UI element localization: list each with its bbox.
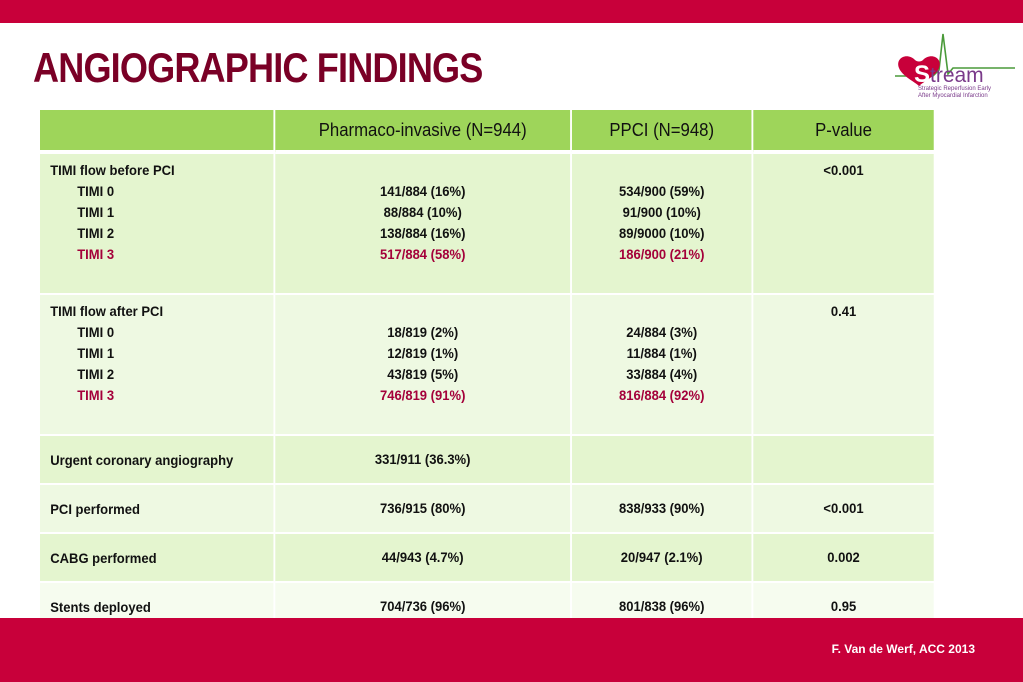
urgent-ppci xyxy=(571,435,754,485)
cabg-p-value: 0.002 xyxy=(752,533,936,583)
table-row-pci-performed: PCI performed 736/915 (80%) 838/933 (90%… xyxy=(40,484,936,534)
timi-after-label-1: TIMI 1 xyxy=(77,345,115,361)
timi-after-pi-3: 746/819 (91%) xyxy=(379,387,466,403)
timi-after-ppci-1: 11/884 (1%) xyxy=(626,345,697,361)
header-p-value: P-value xyxy=(752,110,936,154)
timi-before-ppci-2: 89/9000 (10%) xyxy=(618,225,705,241)
pci-label: PCI performed xyxy=(40,484,276,534)
timi-after-label-3: TIMI 3 xyxy=(77,387,115,403)
table-row-timi-after: TIMI flow after PCI TIMI 0 TIMI 1 TIMI 2… xyxy=(40,294,936,436)
timi-before-p-value: <0.001 xyxy=(752,152,936,295)
timi-before-pi-3: 517/884 (58%) xyxy=(379,246,466,262)
urgent-pharmaco: 331/911 (36.3%) xyxy=(274,435,572,485)
cabg-ppci: 20/947 (2.1%) xyxy=(571,533,754,583)
timi-after-label-0: TIMI 0 xyxy=(77,324,115,340)
timi-after-ppci: 24/884 (3%) 11/884 (1%) 33/884 (4%) 816/… xyxy=(571,294,754,436)
header-label xyxy=(40,110,276,154)
top-accent-bar xyxy=(0,0,1023,23)
timi-after-ppci-3: 816/884 (92%) xyxy=(618,387,705,403)
angiographic-findings-table: Pharmaco-invasive (N=944) PPCI (N=948) P… xyxy=(40,110,936,632)
header-pharmaco-invasive: Pharmaco-invasive (N=944) xyxy=(274,110,572,154)
timi-before-label-2: TIMI 2 xyxy=(77,225,115,241)
heart-icon xyxy=(898,56,940,86)
svg-text:tream: tream xyxy=(930,64,984,87)
timi-before-ppci-1: 91/900 (10%) xyxy=(622,204,701,220)
pci-pharmaco: 736/915 (80%) xyxy=(274,484,572,534)
timi-before-label-0: TIMI 0 xyxy=(77,183,115,199)
timi-after-pi-2: 43/819 (5%) xyxy=(387,366,459,382)
pci-p-value: <0.001 xyxy=(752,484,936,534)
timi-before-ppci: 534/900 (59%) 91/900 (10%) 89/9000 (10%)… xyxy=(571,152,754,295)
timi-before-ppci-3: 186/900 (21%) xyxy=(618,246,705,262)
timi-after-p-value: 0.41 xyxy=(752,294,936,436)
logo-tagline: Strategic Reperfusion Early After Myocar… xyxy=(918,86,991,100)
timi-after-ppci-0: 24/884 (3%) xyxy=(626,324,698,340)
timi-after-labels: TIMI flow after PCI TIMI 0 TIMI 1 TIMI 2… xyxy=(40,294,276,436)
slide-title: ANGIOGRAPHIC FINDINGS xyxy=(33,44,483,91)
bottom-accent-bar xyxy=(0,618,1023,682)
timi-before-pi-2: 138/884 (16%) xyxy=(379,225,466,241)
logo-tagline-line-2: After Myocardial Infarction xyxy=(918,93,988,99)
timi-before-title: TIMI flow before PCI xyxy=(50,162,175,178)
ecg-line-icon xyxy=(895,33,1015,77)
timi-after-label-2: TIMI 2 xyxy=(77,366,115,382)
timi-before-ppci-0: 534/900 (59%) xyxy=(618,183,705,199)
timi-before-label-1: TIMI 1 xyxy=(77,204,115,220)
timi-after-p: 0.41 xyxy=(830,303,857,319)
urgent-p-value xyxy=(752,435,936,485)
cabg-pharmaco: 44/943 (4.7%) xyxy=(274,533,572,583)
timi-before-label-3: TIMI 3 xyxy=(77,246,115,262)
timi-after-ppci-2: 33/884 (4%) xyxy=(626,366,698,382)
timi-before-p: <0.001 xyxy=(823,162,864,178)
timi-after-pharmaco: 18/819 (2%) 12/819 (1%) 43/819 (5%) 746/… xyxy=(274,294,572,436)
timi-before-pi-0: 141/884 (16%) xyxy=(379,183,466,199)
cabg-label: CABG performed xyxy=(40,533,276,583)
svg-text:S: S xyxy=(914,61,930,88)
timi-before-pharmaco: 141/884 (16%) 88/884 (10%) 138/884 (16%)… xyxy=(274,152,572,295)
pci-ppci: 838/933 (90%) xyxy=(571,484,754,534)
table-row-cabg-performed: CABG performed 44/943 (4.7%) 20/947 (2.1… xyxy=(40,533,936,583)
timi-before-pi-1: 88/884 (10%) xyxy=(383,204,462,220)
footer-credit: F. Van de Werf, ACC 2013 xyxy=(831,642,975,656)
stream-logo: S tream xyxy=(895,33,1015,88)
timi-after-pi-1: 12/819 (1%) xyxy=(387,345,459,361)
table-header-row: Pharmaco-invasive (N=944) PPCI (N=948) P… xyxy=(40,110,936,154)
timi-before-labels: TIMI flow before PCI TIMI 0 TIMI 1 TIMI … xyxy=(40,152,276,295)
table-row-urgent-angiography: Urgent coronary angiography 331/911 (36.… xyxy=(40,435,936,485)
urgent-label: Urgent coronary angiography xyxy=(40,435,276,485)
logo-tagline-line-1: Strategic Reperfusion Early xyxy=(918,86,992,92)
timi-after-pi-0: 18/819 (2%) xyxy=(387,324,459,340)
header-ppci: PPCI (N=948) xyxy=(571,110,754,154)
table-row-timi-before: TIMI flow before PCI TIMI 0 TIMI 1 TIMI … xyxy=(40,152,936,295)
timi-after-title: TIMI flow after PCI xyxy=(50,303,164,319)
